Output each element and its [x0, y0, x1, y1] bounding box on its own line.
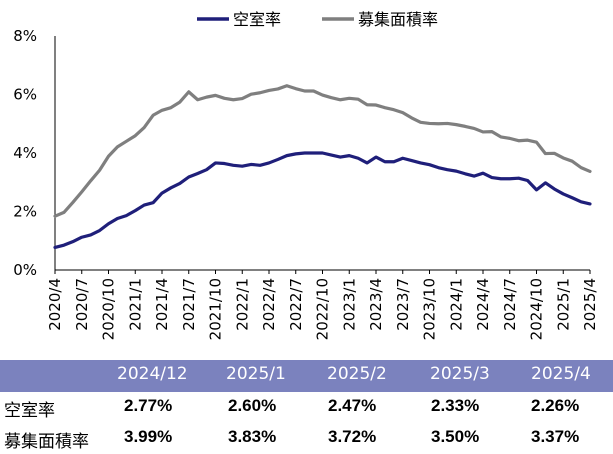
y-tick-label: 0%	[13, 261, 37, 279]
y-axis-ticks: 0% 2% 4% 6% 8%	[13, 27, 37, 279]
table-cell: 2.60%	[228, 396, 277, 415]
row-label: 募集面積率	[4, 432, 89, 452]
x-tick-label: 2024/1	[447, 278, 465, 331]
x-tick-label: 2021/10	[207, 278, 225, 340]
x-tick-label: 2025/4	[581, 278, 599, 331]
table-cell: 3.99%	[124, 427, 173, 446]
x-tick-label: 2021/4	[153, 278, 171, 331]
x-tick-label: 2022/4	[260, 278, 278, 331]
series-lines	[53, 84, 592, 250]
x-tick-label: 2024/10	[528, 278, 546, 340]
table-cell: 3.72%	[328, 427, 377, 446]
table-cell: 2.77%	[124, 396, 173, 415]
x-tick-label: 2024/4	[474, 278, 492, 331]
header-cell: 2024/12	[117, 364, 188, 384]
y-tick-label: 6%	[13, 86, 37, 104]
table-cell: 3.37%	[531, 427, 580, 446]
legend-label: 空室率	[233, 10, 281, 29]
legend: 空室率 募集面積率	[197, 10, 438, 29]
table-cell: 2.26%	[531, 396, 580, 415]
table-cell: 3.50%	[431, 427, 480, 446]
table-cell: 2.33%	[431, 396, 480, 415]
x-tick-label: 2023/1	[340, 278, 358, 331]
x-tick-label: 2021/1	[126, 278, 144, 331]
table-cell: 3.83%	[228, 427, 277, 446]
x-tick-label: 2022/10	[314, 278, 332, 340]
header-cell: 2025/4	[531, 364, 591, 384]
header-cell: 2025/3	[430, 364, 490, 384]
x-tick-label: 2020/4	[46, 278, 64, 331]
series-line	[53, 84, 592, 218]
x-tick-label: 2020/10	[100, 278, 118, 340]
x-tick-label: 2023/4	[367, 278, 385, 331]
row-label: 空室率	[4, 401, 55, 421]
y-tick-label: 2%	[13, 203, 37, 221]
y-tick-label: 4%	[13, 144, 37, 162]
x-tick-label: 2022/7	[287, 278, 305, 331]
x-tick-label: 2024/7	[501, 278, 519, 331]
x-tick-label: 2023/7	[394, 278, 412, 331]
legend-label: 募集面積率	[358, 10, 438, 29]
table-cell: 2.47%	[328, 396, 377, 415]
line-chart: 空室率 募集面積率 0%2%4%6%8% 2020/4 2020/7 2020/10 2…	[13, 10, 599, 340]
x-tick-label: 2021/7	[180, 278, 198, 331]
x-axis-ticks: 2020/4 2020/7 2020/10 2021/1 2021/4 2021/7 202…	[46, 270, 599, 340]
header-cell: 2025/1	[226, 364, 286, 384]
summary-table: 2024/12 2025/1 2025/2 2025/3 2025/4 空室率 …	[0, 360, 613, 454]
table-row: 募集面積率 3.99% 3.83% 3.72% 3.50% 3.37%	[0, 423, 613, 454]
x-tick-label: 2025/1	[554, 278, 572, 331]
header-cell: 2025/2	[327, 364, 387, 384]
table-header: 2024/12 2025/1 2025/2 2025/3 2025/4	[0, 360, 613, 392]
table-row: 空室率 2.77% 2.60% 2.47% 2.33% 2.26%	[0, 392, 613, 423]
x-tick-label: 2022/1	[233, 278, 251, 331]
series-line	[53, 151, 592, 250]
x-tick-label: 2023/10	[421, 278, 439, 340]
y-tick-label: 8%	[13, 27, 37, 45]
x-tick-label: 2020/7	[73, 278, 91, 331]
